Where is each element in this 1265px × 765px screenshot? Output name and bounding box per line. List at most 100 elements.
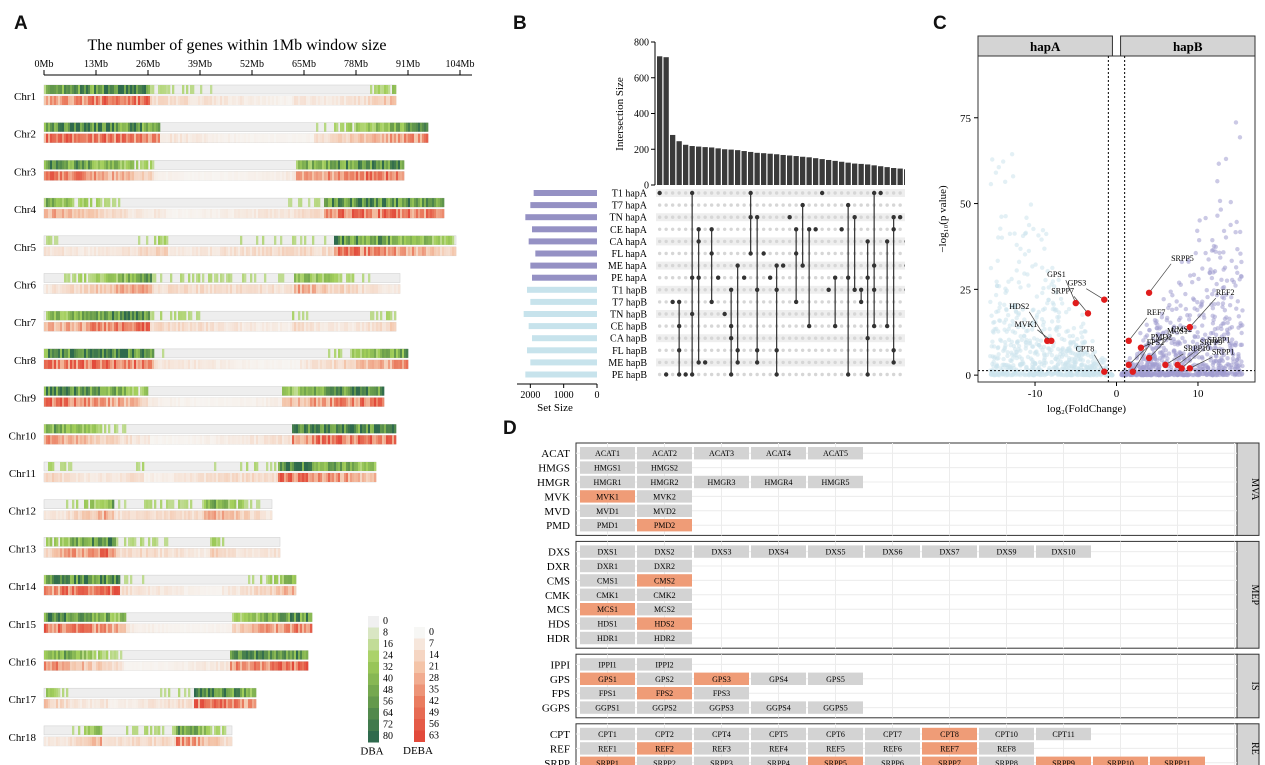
heatmap-cell [122, 96, 125, 105]
heatmap-cell [310, 246, 313, 256]
heatmap-cell [74, 273, 77, 283]
heatmap-cell [280, 171, 283, 181]
heatmap-cell [278, 133, 281, 143]
heatmap-cell [276, 575, 279, 585]
heatmap-cell [354, 322, 357, 332]
heatmap-cell [364, 348, 367, 358]
heatmap-cell [328, 160, 331, 170]
heatmap-x-tick-label: 104Mb [446, 59, 475, 70]
heatmap-cell [134, 699, 137, 709]
heatmap-cell [326, 96, 329, 105]
heatmap-cell [112, 586, 115, 596]
heatmap-cell [124, 499, 127, 509]
heatmap-cell [352, 96, 355, 105]
heatmap-cell [410, 235, 413, 245]
heatmap-cell [330, 322, 333, 332]
heatmap-cell [230, 650, 233, 660]
heatmap-cell [274, 661, 277, 671]
heatmap-cell [292, 311, 295, 321]
heatmap-cell [246, 473, 249, 482]
heatmap-cell [296, 462, 299, 471]
heatmap-cell [68, 736, 71, 746]
heatmap-cell [390, 246, 393, 256]
heatmap-cell [122, 586, 125, 596]
heatmap-cell [222, 499, 225, 509]
heatmap-cell [64, 699, 67, 709]
heatmap-cell [106, 284, 109, 294]
heatmap-cell [346, 359, 349, 369]
heatmap-cell [324, 160, 327, 170]
heatmap-cell [186, 133, 189, 143]
heatmap-cell [374, 96, 377, 105]
heatmap-cell [376, 235, 379, 245]
heatmap-cell [216, 359, 219, 369]
heatmap-cell [170, 499, 173, 509]
heatmap-cell [298, 386, 301, 396]
heatmap-cell [296, 133, 299, 143]
heatmap-cell [204, 688, 207, 698]
heatmap-cell [164, 661, 167, 671]
heatmap-cell [54, 160, 57, 170]
heatmap-cell [240, 473, 243, 482]
heatmap-cell [250, 650, 253, 660]
heatmap-cell [48, 133, 51, 143]
heatmap-cell [134, 273, 137, 283]
heatmap-cell [136, 548, 139, 558]
heatmap-cell [126, 548, 129, 558]
heatmap-cell [344, 246, 347, 256]
heatmap-cell [100, 725, 103, 735]
heatmap-cell [88, 548, 91, 558]
heatmap-cell [114, 537, 117, 547]
heatmap-cell [88, 473, 91, 482]
heatmap-cell [344, 209, 347, 219]
heatmap-cell [106, 359, 109, 369]
heatmap-cell [344, 198, 347, 208]
heatmap-cell [210, 473, 213, 482]
heatmap-cell [70, 661, 73, 671]
heatmap-cell [190, 359, 193, 369]
heatmap-cell [306, 96, 309, 105]
heatmap-cell [332, 473, 335, 482]
heatmap-cell [90, 322, 93, 332]
matrix-dot-empty [898, 263, 902, 268]
heatmap-cell [76, 397, 79, 407]
heatmap-cell [72, 548, 75, 558]
matrix-dot-empty [683, 312, 688, 316]
heatmap-cell [100, 575, 103, 585]
heatmap-cell [118, 510, 121, 520]
heatmap-cell [326, 160, 329, 170]
heatmap-cell [362, 198, 365, 208]
heatmap-cell [282, 133, 285, 143]
heatmap-cell [70, 650, 73, 660]
heatmap-cell [104, 246, 107, 256]
heatmap-cell [208, 284, 211, 294]
heatmap-cell [160, 311, 163, 321]
heatmap-cell [44, 650, 47, 660]
heatmap-cell [210, 499, 213, 509]
matrix-dot-empty [677, 288, 681, 292]
heatmap-cell [162, 96, 165, 105]
heatmap-cell [198, 699, 201, 709]
heatmap-cell [292, 612, 295, 622]
heatmap-cell [242, 661, 245, 671]
heatmap-cell [62, 348, 65, 358]
matrix-dot-empty [774, 191, 779, 195]
heatmap-cell [292, 235, 295, 245]
heatmap-cell [76, 171, 79, 181]
heatmap-cell [86, 661, 89, 671]
heatmap-cell [120, 96, 123, 105]
heatmap-cell [328, 198, 331, 208]
heatmap-cell [148, 623, 151, 633]
heatmap-cell [346, 198, 349, 208]
heatmap-cell [122, 133, 125, 143]
heatmap-cell [304, 96, 307, 105]
heatmap-cell [262, 586, 265, 596]
heatmap-cell [58, 122, 61, 132]
heatmap-cell [244, 661, 247, 671]
chromosome-label: Chr14 [9, 581, 37, 593]
heatmap-cell [294, 650, 297, 660]
heatmap-x-tick-label: 78Mb [344, 59, 368, 70]
heatmap-cell [210, 725, 213, 735]
heatmap-cell [298, 435, 301, 445]
set-label: ME hapA [608, 261, 648, 272]
